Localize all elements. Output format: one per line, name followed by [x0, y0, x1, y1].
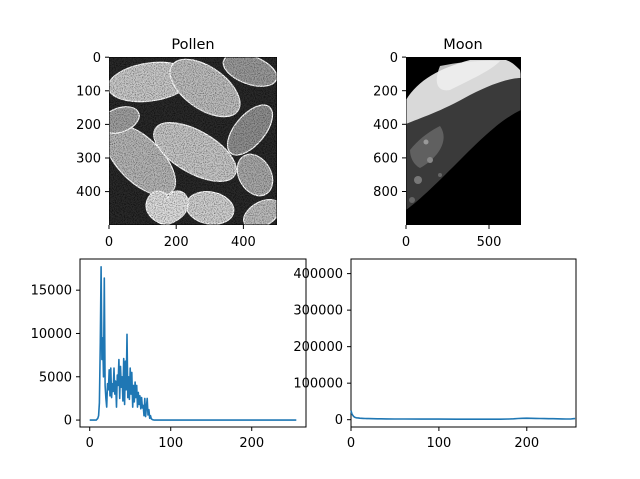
moon-xtick-500: 500	[477, 235, 502, 250]
pollen-hist-xtick-label: 0	[86, 436, 94, 451]
moon-ytick-200: 200	[373, 85, 398, 100]
pollen-hist-ytick-label: 10000	[31, 327, 72, 342]
pollen-hist-xtick-label: 200	[239, 436, 264, 451]
pollen-ytick-300: 300	[76, 152, 101, 167]
pollen-xtick-200: 200	[164, 235, 189, 250]
pollen-hist-xtick-label: 100	[158, 436, 183, 451]
moon-hist-xtick-label: 200	[514, 436, 539, 451]
pollen-xtick-0: 0	[105, 235, 113, 250]
moon-hist-ytick-label: 400000	[293, 267, 343, 282]
moon-x-axis: 0 500	[402, 225, 502, 250]
pollen-image	[109, 57, 277, 225]
pollen-ytick-0: 0	[93, 51, 101, 66]
pollen-panel: Pollen 0 20	[76, 37, 277, 250]
moon-hist-xtick-label: 0	[347, 436, 355, 451]
moon-hist-ytick-label: 100000	[293, 377, 343, 392]
pollen-hist-ytick-label: 5000	[39, 370, 72, 385]
pollen-hist-series-line	[89, 265, 297, 421]
moon-hist-ytick-label: 0	[335, 413, 343, 428]
moon-histogram-marks: 0 100 200 0 100000 200000 300000 400000	[293, 267, 576, 451]
moon-hist-series-line	[350, 410, 576, 421]
moon-hist-ytick-label: 300000	[293, 304, 343, 319]
pollen-xtick-400: 400	[231, 235, 256, 250]
pollen-ytick-400: 400	[76, 185, 101, 200]
pollen-title: Pollen	[171, 37, 214, 53]
pollen-x-axis: 0 200 400	[105, 225, 256, 250]
moon-histogram-frame	[350, 258, 577, 428]
moon-ytick-400: 400	[373, 118, 398, 133]
moon-panel: Moon 0 500 0 200	[373, 37, 521, 250]
pollen-y-axis: 0 100 200 300 400	[76, 51, 109, 200]
moon-xtick-0: 0	[402, 235, 410, 250]
moon-y-axis: 0 200 400 600 800	[373, 51, 406, 200]
moon-hist-ytick-label: 200000	[293, 340, 343, 355]
moon-ytick-0: 0	[390, 51, 398, 66]
pollen-histogram-marks: 0 100 200 0 5000 10000 15000	[31, 265, 297, 451]
moon-ytick-800: 800	[373, 185, 398, 200]
moon-image	[406, 57, 521, 225]
moon-histogram: 0 100 200 0 100000 200000 300000 400000	[293, 258, 577, 451]
pollen-hist-ytick-label: 15000	[31, 284, 72, 299]
pollen-ytick-200: 200	[76, 118, 101, 133]
pollen-hist-ytick-label: 0	[64, 414, 72, 429]
pollen-ytick-100: 100	[76, 85, 101, 100]
moon-title: Moon	[443, 37, 482, 53]
moon-ytick-600: 600	[373, 152, 398, 167]
pollen-histogram-frame	[79, 258, 307, 428]
pollen-histogram: 0 100 200 0 5000 10000 15000	[31, 258, 307, 451]
moon-hist-xtick-label: 100	[426, 436, 451, 451]
